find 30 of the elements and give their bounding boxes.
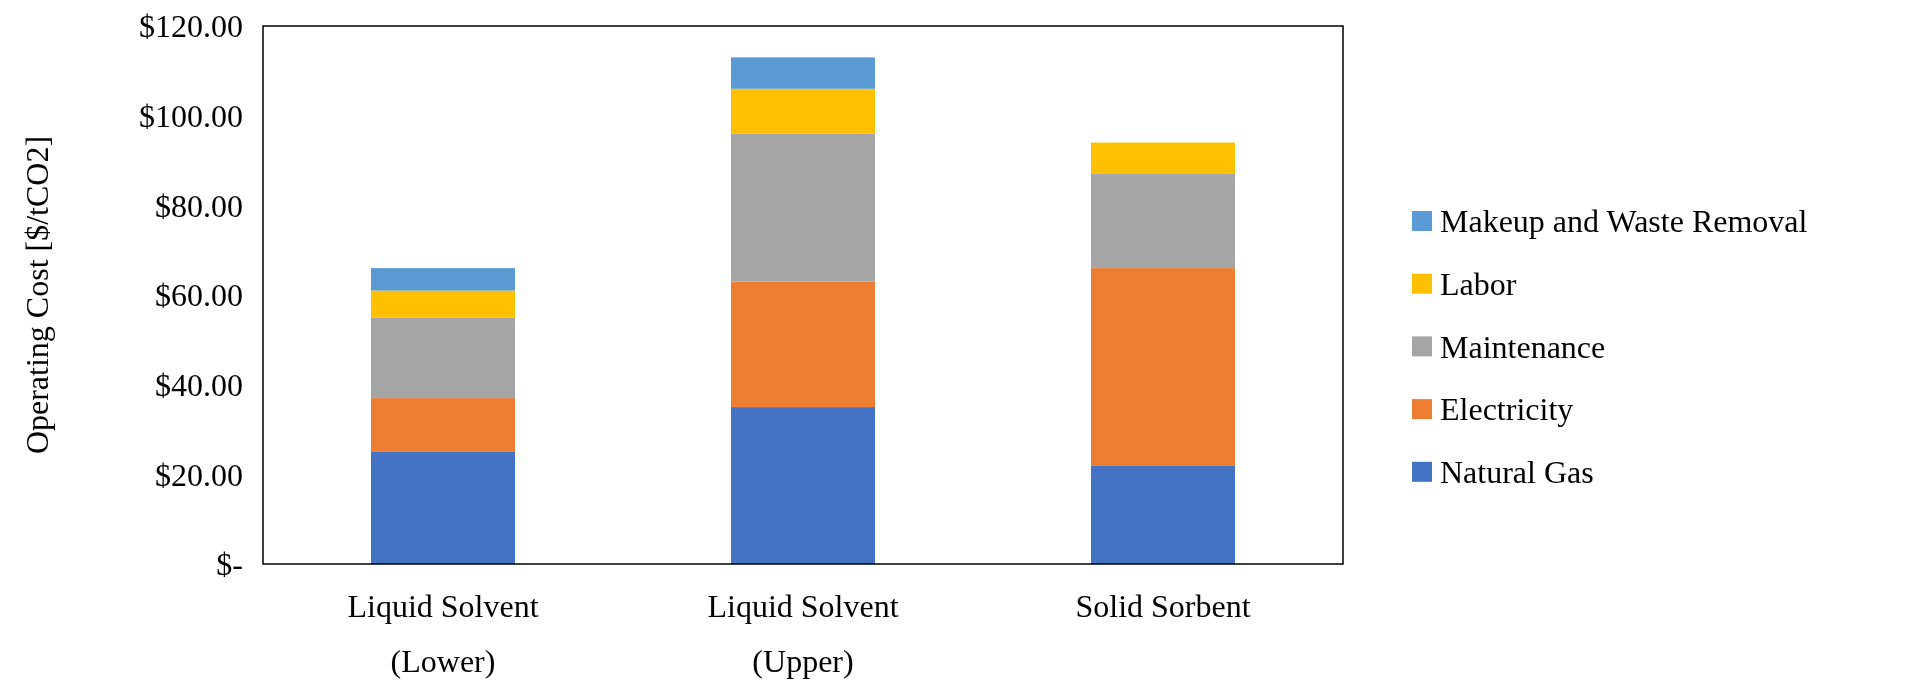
x-tick-label: Liquid Solvent (Upper) [707,588,899,679]
legend-label: Electricity [1440,391,1574,428]
y-tick-label: $120.00 [139,8,243,45]
bar [731,407,875,564]
y-tick-label: $60.00 [155,277,243,314]
y-tick-label: $80.00 [155,187,243,224]
legend-label: Natural Gas [1440,454,1594,490]
y-tick-label: $40.00 [155,366,243,403]
bar [731,281,875,408]
bar [371,268,515,291]
y-tick-label: $100.00 [139,97,243,134]
bar [1091,142,1235,174]
legend-label: Makeup and Waste Removal [1440,203,1808,240]
bar [1091,173,1235,269]
y-axis-title: Operating Cost [$/tCO2] [19,135,55,455]
y-tick-label: $- [216,546,243,583]
x-tick-label: Solid Sorbent [1075,588,1251,624]
bar [371,451,515,564]
bar [731,88,875,134]
bar [731,57,875,89]
legend-label: Labor [1440,265,1517,302]
y-tick-label: $20.00 [155,456,243,493]
bar [731,133,875,282]
bar [371,290,515,318]
x-tick-label: Liquid Solvent (Lower) [347,588,539,679]
bar [1091,465,1235,564]
bar [371,317,515,399]
bar [371,398,515,452]
bar [1091,268,1235,466]
legend-label: Maintenance [1440,328,1606,365]
